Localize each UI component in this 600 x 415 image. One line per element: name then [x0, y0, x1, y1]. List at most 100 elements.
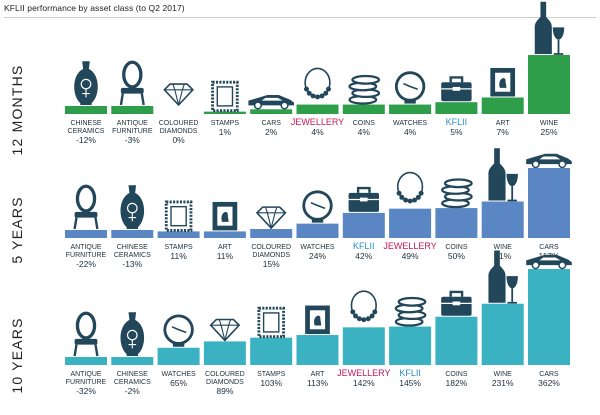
panel-label: 12 MONTHS: [9, 65, 25, 156]
value-label: -22%: [76, 259, 96, 269]
vase-icon: [120, 185, 145, 229]
diamond-icon: [255, 206, 287, 230]
category-label: FURNITURE: [66, 252, 107, 259]
watch-icon: [302, 190, 333, 223]
value-label: 1%: [219, 127, 232, 137]
bar-wine: [481, 303, 524, 365]
bar-kflii: [342, 212, 385, 238]
bar-stamps: [157, 231, 200, 238]
painting-icon: [212, 201, 238, 231]
watch-icon: [163, 314, 194, 347]
category-label: COLOURED: [159, 120, 199, 127]
category-label: COLOURED: [205, 371, 245, 378]
category-label: CARS: [261, 120, 281, 127]
briefcase-icon: [348, 186, 379, 212]
value-label: 103%: [260, 378, 282, 388]
wine-icon: [488, 250, 518, 304]
vase-icon: [74, 61, 98, 105]
value-label: 65%: [170, 378, 187, 388]
value-label: 49%: [402, 251, 419, 261]
stamp-icon: [164, 200, 193, 232]
category-label: ANTIQUE: [117, 120, 148, 127]
coins-icon: [348, 74, 381, 105]
value-label: 61%: [494, 251, 511, 261]
value-label: 145%: [399, 378, 421, 388]
chair-icon: [119, 60, 145, 106]
value-label: 89%: [216, 386, 233, 396]
category-label: STAMPS: [257, 371, 286, 378]
bar-chinese-ceramics: [111, 357, 154, 365]
value-label: 15%: [263, 259, 280, 269]
category-label: CERAMICS: [68, 128, 105, 135]
category-label: KFLII: [399, 368, 421, 378]
value-label: 11%: [170, 251, 187, 261]
title-divider: [4, 17, 596, 18]
category-label: WATCHES: [161, 371, 196, 378]
value-label: 142%: [353, 378, 375, 388]
bar-stamps: [250, 337, 293, 365]
value-label: 113%: [307, 378, 329, 388]
bar-coins: [435, 208, 478, 238]
painting-icon: [490, 67, 516, 97]
bar-kflii: [389, 326, 432, 365]
watch-icon: [394, 71, 426, 104]
category-label: COINS: [445, 244, 468, 251]
value-label: 24%: [309, 251, 326, 261]
bar-watches: [389, 104, 432, 114]
bar-coloured-diamonds: [203, 341, 246, 365]
chair-icon: [73, 311, 99, 357]
bar-jewellery: [296, 104, 339, 114]
category-label: CERAMICS: [114, 379, 151, 386]
bar-wine: [528, 55, 570, 114]
value-label: -13%: [122, 259, 142, 269]
value-label: 5%: [450, 127, 463, 137]
category-label: DIAMONDS: [206, 379, 244, 386]
value-label: 4%: [358, 127, 371, 137]
necklace-icon: [396, 171, 424, 204]
value-label: 11%: [217, 251, 234, 261]
category-label: WINE: [494, 244, 513, 251]
category-label: FURNITURE: [112, 128, 153, 135]
category-label: CARS: [539, 371, 559, 378]
value-label: 7%: [497, 127, 510, 137]
necklace-icon: [304, 67, 331, 100]
category-label: STAMPS: [211, 120, 240, 127]
value-label: 50%: [448, 251, 465, 261]
briefcase-icon: [441, 76, 472, 102]
bar-cars: [528, 269, 570, 365]
diamond-icon: [209, 318, 241, 342]
value-label: 231%: [492, 378, 514, 388]
bar-chinese-ceramics: [65, 106, 107, 114]
bar-art: [296, 335, 339, 365]
category-label: JEWELLERY: [337, 368, 390, 378]
stamp-icon: [211, 80, 239, 113]
bar-art: [481, 97, 524, 114]
bar-cars: [250, 109, 293, 114]
bar-chinese-ceramics: [111, 230, 154, 238]
bar-wine: [481, 201, 524, 238]
value-label: 2%: [265, 127, 278, 137]
category-label: DIAMONDS: [160, 128, 198, 135]
bar-coloured-diamonds: [250, 229, 293, 238]
bar-kflii: [435, 102, 478, 114]
category-label: ART: [496, 120, 511, 127]
category-label: WATCHES: [393, 120, 428, 127]
wine-icon: [534, 1, 565, 55]
category-label: KFLII: [353, 241, 375, 251]
category-label: CHINESE: [70, 120, 101, 127]
bar-stamps: [203, 111, 246, 114]
category-label: COINS: [353, 120, 376, 127]
category-label: CHINESE: [117, 371, 148, 378]
value-label: -3%: [125, 135, 141, 145]
category-label: WINE: [540, 120, 559, 127]
bar-antique-furniture: [111, 106, 154, 114]
panel-label: 10 YEARS: [9, 317, 25, 393]
value-label: 25%: [540, 127, 557, 137]
value-label: 182%: [446, 378, 468, 388]
category-label: WINE: [494, 371, 513, 378]
value-label: 4%: [311, 127, 324, 137]
bar-antique-furniture: [65, 230, 107, 238]
coins-icon: [394, 296, 427, 327]
stamp-icon: [257, 306, 285, 339]
